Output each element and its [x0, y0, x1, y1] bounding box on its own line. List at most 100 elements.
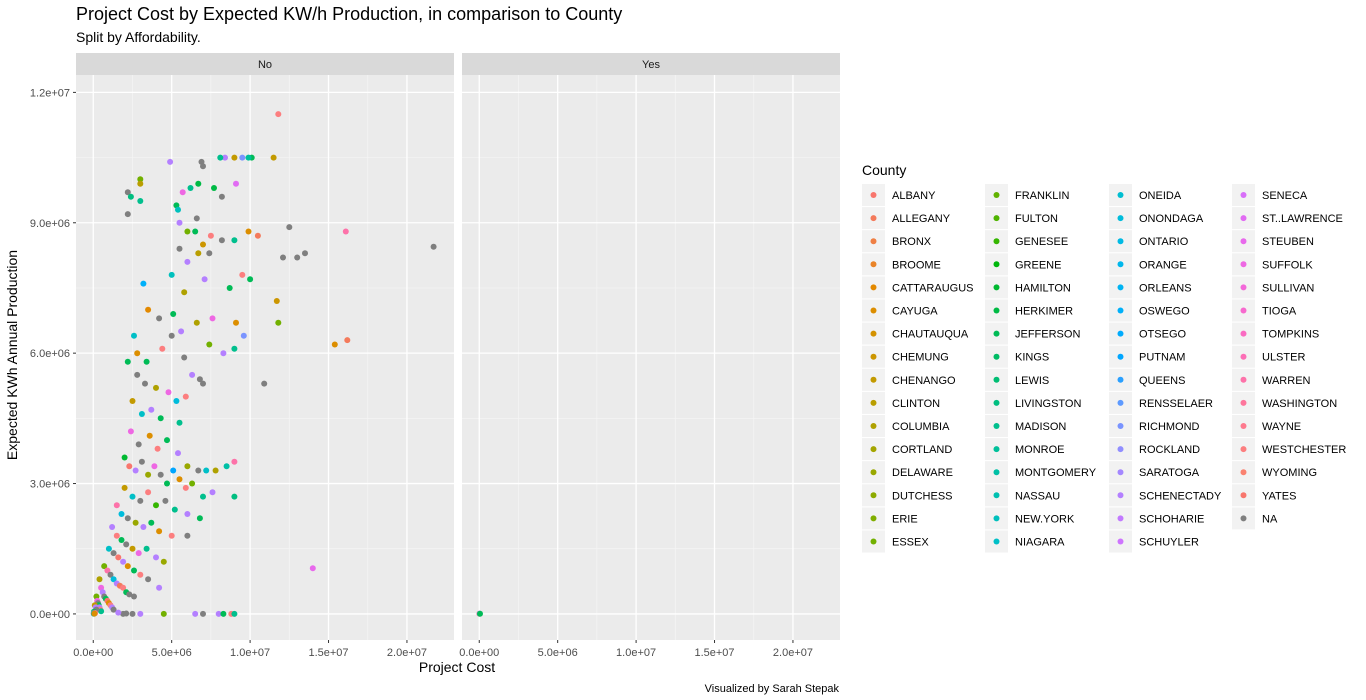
legend-label: DELAWARE: [892, 467, 953, 479]
legend-item: ROCKLAND: [1109, 438, 1200, 461]
legend-swatch: [1240, 399, 1247, 406]
data-point: [168, 271, 175, 278]
data-point: [270, 154, 277, 161]
data-point: [212, 467, 219, 474]
legend-item: STEUBEN: [1232, 230, 1314, 253]
legend-swatch: [870, 492, 877, 499]
legend-label: HERKIMER: [1015, 306, 1073, 318]
legend-item: SCHENECTADY: [1109, 484, 1222, 507]
legend-title: County: [862, 162, 906, 178]
legend-item: GREENE: [985, 253, 1061, 276]
data-point: [153, 502, 159, 509]
legend-swatch: [1117, 469, 1124, 476]
x-tick-label: 0.0e+00: [73, 647, 113, 659]
data-point: [131, 332, 137, 339]
legend-label: ORLEANS: [1139, 282, 1192, 294]
data-point: [127, 193, 134, 200]
legend-item: ULSTER: [1232, 345, 1305, 368]
legend-label: NASSAU: [1015, 490, 1060, 502]
data-point: [231, 345, 238, 352]
legend-swatch: [1240, 215, 1247, 222]
data-point: [273, 298, 280, 304]
legend-item: TOMPKINS: [1232, 322, 1319, 345]
data-point: [331, 341, 338, 348]
data-point: [151, 463, 158, 470]
data-point: [342, 228, 349, 235]
data-point: [231, 493, 238, 500]
legend-swatch: [1240, 469, 1247, 476]
chart-caption: Visualized by Sarah Stepak: [705, 683, 840, 695]
data-point: [118, 537, 125, 543]
x-axis-title: Project Cost: [419, 659, 495, 675]
legend-item: TIOGA: [1232, 299, 1297, 322]
data-point: [184, 228, 191, 235]
data-point: [118, 511, 125, 517]
legend-item: LIVINGSTON: [985, 391, 1081, 414]
legend-label: MONTGOMERY: [1015, 467, 1097, 479]
data-point: [184, 463, 191, 470]
data-point: [175, 206, 181, 213]
data-point: [220, 610, 227, 617]
data-point: [218, 193, 225, 200]
legend-swatch: [1117, 307, 1124, 314]
legend-item: ST..LAWRENCE: [1232, 207, 1343, 230]
data-point: [240, 332, 247, 339]
legend-swatch: [1117, 215, 1124, 222]
legend-label: NIAGARA: [1015, 537, 1065, 549]
data-point: [217, 154, 224, 161]
data-point: [239, 271, 246, 278]
legend-item: ERIE: [862, 507, 918, 530]
data-point: [160, 610, 167, 617]
legend-item: WARREN: [1232, 368, 1311, 391]
legend-item: BROOME: [862, 253, 941, 276]
data-point: [195, 250, 202, 257]
legend-label: FULTON: [1015, 213, 1058, 225]
legend-swatch: [1117, 353, 1124, 360]
data-point: [131, 593, 137, 600]
legend-swatch: [1117, 376, 1124, 383]
legend-label: CATTARAUGUS: [892, 282, 974, 294]
data-point: [200, 241, 206, 248]
legend-label: DUTCHESS: [892, 490, 953, 502]
facet-panels: No0.0e+00 5.0e+06 1.0e+07 1.5e+07 2.0e+07Yes…: [73, 53, 840, 659]
data-point: [187, 185, 194, 191]
data-point: [344, 337, 351, 344]
legend-swatch: [1240, 261, 1247, 268]
data-point: [120, 584, 127, 591]
data-point: [196, 376, 203, 383]
data-point: [101, 563, 108, 570]
legend-item: NEW.YORK: [985, 507, 1075, 530]
legend-label: WARREN: [1262, 375, 1311, 387]
x-tick-label: 2.0e+07: [387, 647, 427, 659]
data-point: [175, 450, 181, 457]
data-point: [254, 232, 261, 239]
legend-swatch: [993, 238, 1000, 245]
legend-item: OSWEGO: [1109, 299, 1190, 322]
legend-label: GREENE: [1015, 259, 1061, 271]
data-point: [132, 467, 139, 474]
data-point: [233, 180, 239, 187]
data-point: [168, 332, 175, 339]
data-point: [154, 445, 161, 452]
data-point: [182, 484, 189, 491]
legend-item: WAYNE: [1232, 415, 1301, 437]
legend-label: GENESEE: [1015, 236, 1068, 248]
x-tick-label: 1.5e+07: [694, 647, 734, 659]
legend-swatch: [1117, 515, 1124, 522]
data-point: [294, 254, 301, 261]
data-point: [157, 471, 164, 478]
legend-swatch: [870, 399, 877, 406]
legend-label: ULSTER: [1262, 352, 1305, 364]
data-point: [176, 476, 183, 483]
data-point: [430, 243, 437, 250]
legend-label: RENSSELAER: [1139, 398, 1213, 410]
data-point: [146, 432, 153, 439]
data-point: [137, 198, 144, 204]
legend-swatch: [993, 376, 1000, 383]
legend-item: QUEENS: [1109, 368, 1185, 391]
data-point: [159, 345, 166, 352]
data-point: [200, 163, 206, 170]
legend-item: FRANKLIN: [985, 184, 1069, 206]
data-point: [138, 411, 145, 417]
data-point: [135, 550, 142, 557]
